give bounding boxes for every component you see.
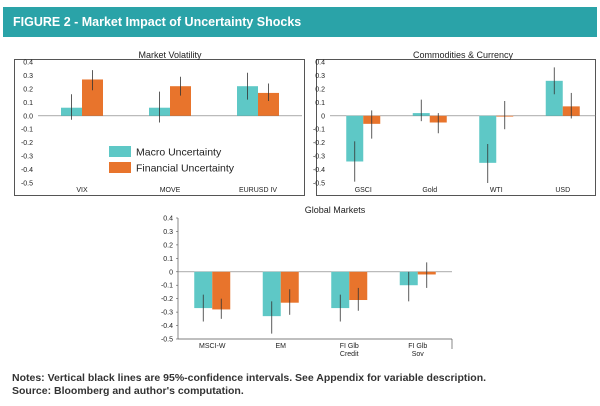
y-tick-label: 0.1 xyxy=(315,100,325,107)
bar-financial-uncertainty xyxy=(280,271,299,303)
chart-title: Market Volatility xyxy=(138,50,202,60)
notes: Notes: Vertical black lines are 95%-conf… xyxy=(12,372,592,398)
y-tick-label: 0.4 xyxy=(315,60,325,67)
x-tick-label: FI Glb xyxy=(408,343,427,350)
y-tick-label: 0.1 xyxy=(163,256,173,263)
y-tick-label: 0.1 xyxy=(23,100,33,107)
legend-label: Financial Uncertainty xyxy=(136,163,235,175)
source-line: Source: Bloomberg and author's computati… xyxy=(12,385,244,397)
y-tick-label: -0.4 xyxy=(21,167,33,174)
legend-swatch-financial xyxy=(109,162,131,173)
y-tick-label: 0.2 xyxy=(315,86,325,93)
bar-financial-uncertainty xyxy=(82,79,103,116)
legend-swatch-macro xyxy=(109,146,131,157)
y-tick-label: -0.1 xyxy=(161,283,173,290)
y-tick-label: -0.1 xyxy=(21,127,33,134)
y-tick-label: -0.4 xyxy=(313,167,325,174)
x-tick-label: EURUSD IV xyxy=(239,187,277,194)
x-tick-label: EM xyxy=(276,343,287,350)
bar-macro-uncertainty xyxy=(545,80,563,116)
bar-macro-uncertainty xyxy=(346,115,364,162)
chart-title: Global Markets xyxy=(305,205,366,215)
y-tick-label: -0.5 xyxy=(313,181,325,188)
y-tick-label: -0.3 xyxy=(21,154,33,161)
bar-macro-uncertainty xyxy=(237,86,258,116)
y-tick-label: -0.3 xyxy=(313,154,325,161)
y-tick-label: -0.5 xyxy=(21,181,33,188)
y-tick-label: 0 xyxy=(169,269,173,276)
y-tick-label: 0 xyxy=(321,113,325,120)
y-tick-label: 0.2 xyxy=(23,86,33,93)
y-tick-label: -0.2 xyxy=(21,140,33,147)
commodities-currency-frame xyxy=(316,59,596,196)
legend-label: Macro Uncertainty xyxy=(136,147,222,159)
bar-macro-uncertainty xyxy=(262,271,281,317)
x-tick-label: GSCI xyxy=(355,187,372,194)
y-tick-label: 0.4 xyxy=(163,216,173,223)
x-tick-label: USD xyxy=(555,187,570,194)
x-tick-label: FI Glb xyxy=(340,343,359,350)
y-tick-label: 0.3 xyxy=(315,73,325,80)
y-tick-label: -0.3 xyxy=(161,310,173,317)
x-tick-label: MSCI-W xyxy=(199,343,226,350)
y-tick-label: -0.5 xyxy=(161,337,173,344)
market-volatility-frame xyxy=(14,59,305,196)
bar-macro-uncertainty xyxy=(479,115,497,163)
y-tick-label: -0.2 xyxy=(161,296,173,303)
x-tick-label: VIX xyxy=(76,187,88,194)
bar-financial-uncertainty xyxy=(349,271,368,301)
x-tick-label: WTI xyxy=(490,187,503,194)
notes-line: Notes: Vertical black lines are 95%-conf… xyxy=(12,372,487,384)
x-tick-label: MOVE xyxy=(160,187,181,194)
x-tick-label: Gold xyxy=(422,187,437,194)
y-tick-label: 0.0 xyxy=(23,113,33,120)
y-tick-label: -0.2 xyxy=(313,140,325,147)
chart-title: Commodities & Currency xyxy=(413,50,514,60)
figure-title: FIGURE 2 - Market Impact of Uncertainty … xyxy=(3,7,597,37)
bar-financial-uncertainty xyxy=(212,271,231,310)
x-tick-label: Credit xyxy=(340,351,359,358)
y-tick-label: 0.3 xyxy=(163,229,173,236)
x-tick-label: Sov xyxy=(412,351,425,358)
bar-financial-uncertainty xyxy=(170,86,191,116)
bar-macro-uncertainty xyxy=(331,271,350,309)
bar-macro-uncertainty xyxy=(194,271,213,309)
y-tick-label: -0.1 xyxy=(313,127,325,134)
y-tick-label: 0.2 xyxy=(163,242,173,249)
y-tick-label: 0.3 xyxy=(23,73,33,80)
y-tick-label: 0.4 xyxy=(23,60,33,67)
y-tick-label: -0.4 xyxy=(161,323,173,330)
bar-financial-uncertainty xyxy=(258,92,279,116)
